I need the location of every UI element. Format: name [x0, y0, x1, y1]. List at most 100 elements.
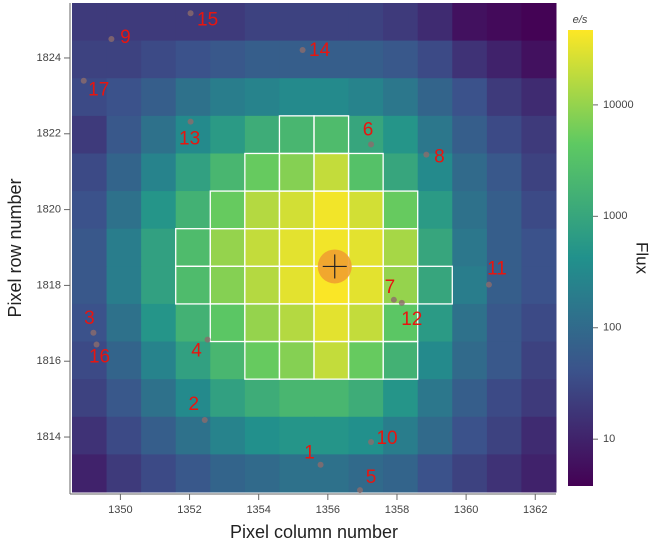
- pixel: [383, 454, 419, 493]
- pixel: [141, 78, 177, 117]
- pixel: [314, 78, 350, 117]
- pixel: [244, 78, 280, 117]
- pixel: [348, 3, 384, 42]
- pixel: [521, 416, 557, 455]
- pixel: [314, 3, 350, 42]
- pixel: [106, 228, 142, 267]
- pixel: [521, 379, 557, 418]
- pixel: [106, 303, 142, 343]
- pixel: [383, 3, 419, 42]
- pixel: [452, 454, 488, 493]
- pixel: [314, 153, 350, 192]
- pixel: [279, 341, 315, 380]
- pixel: [314, 379, 350, 418]
- pixel: [106, 191, 142, 230]
- star: [93, 341, 100, 348]
- pixel: [175, 228, 211, 267]
- pixel: [141, 379, 177, 418]
- pixel: [210, 115, 246, 154]
- pixel: [72, 115, 108, 154]
- pixel: [521, 228, 557, 267]
- pixel: [244, 228, 280, 267]
- pixel: [106, 153, 142, 192]
- pixel: [279, 379, 315, 418]
- y-tick-label: 1824: [37, 52, 61, 64]
- pixel: [106, 416, 142, 455]
- pixel: [279, 454, 315, 493]
- pixel: [348, 40, 384, 79]
- pixel: [72, 266, 108, 305]
- pixel: [521, 191, 557, 230]
- pixel: [314, 115, 350, 154]
- pixel: [486, 191, 522, 230]
- pixel: [452, 40, 488, 79]
- star: [90, 329, 97, 336]
- pixel: [106, 40, 142, 79]
- x-tick-label: 1354: [246, 504, 270, 516]
- pixel: [279, 40, 315, 79]
- pixel: [106, 341, 142, 380]
- pixel: [348, 454, 384, 493]
- pixel: [521, 40, 557, 79]
- pixel: [210, 454, 246, 493]
- pixel: [417, 115, 453, 154]
- x-tick-label: 1362: [523, 504, 547, 516]
- pixel: [244, 454, 280, 493]
- pixel: [417, 3, 453, 42]
- pixel: [175, 416, 211, 455]
- pixel: [72, 341, 108, 380]
- pixel: [348, 228, 384, 267]
- pixel: [279, 416, 315, 455]
- pixel: [279, 3, 315, 42]
- pixel: [417, 40, 453, 79]
- star: [201, 416, 208, 423]
- pixel: [348, 266, 384, 305]
- pixel: [279, 153, 315, 192]
- pixel: [486, 40, 522, 79]
- x-tick-label: 1358: [385, 504, 409, 516]
- star-label: 9: [120, 27, 131, 48]
- pixel: [383, 40, 419, 79]
- star-label: 11: [487, 259, 507, 280]
- pixel: [244, 191, 280, 230]
- pixel: [383, 303, 419, 343]
- pixel: [521, 153, 557, 192]
- pixel: [72, 303, 108, 343]
- pixel: [244, 341, 280, 380]
- pixel: [417, 303, 453, 343]
- pixel: [348, 303, 384, 343]
- pixel: [72, 191, 108, 230]
- pixel: [244, 40, 280, 79]
- pixel: [210, 416, 246, 455]
- pixel: [106, 115, 142, 154]
- pixel: [141, 416, 177, 455]
- pixel: [72, 153, 108, 192]
- star: [299, 47, 306, 54]
- pixel: [210, 266, 246, 305]
- star-label: 8: [434, 147, 445, 168]
- pixel: [521, 303, 557, 343]
- pixel: [141, 115, 177, 154]
- star: [204, 336, 211, 343]
- pixel: [141, 3, 177, 42]
- star: [368, 141, 375, 148]
- pixel: [383, 78, 419, 117]
- pixel: [314, 191, 350, 230]
- pixel: [244, 416, 280, 455]
- pixel: [244, 3, 280, 42]
- pixel: [417, 416, 453, 455]
- pixel: [383, 379, 419, 418]
- pixel: [279, 303, 315, 343]
- pixel: [383, 341, 419, 380]
- star-label: 6: [363, 119, 374, 140]
- pixel: [141, 341, 177, 380]
- pixel: [348, 191, 384, 230]
- pixel: [383, 228, 419, 267]
- pixel: [106, 266, 142, 305]
- pixel: [106, 379, 142, 418]
- pixel: [348, 341, 384, 380]
- pixel: [141, 454, 177, 493]
- star-label: 5: [366, 467, 377, 488]
- pixel: [348, 115, 384, 154]
- pixel: [452, 341, 488, 380]
